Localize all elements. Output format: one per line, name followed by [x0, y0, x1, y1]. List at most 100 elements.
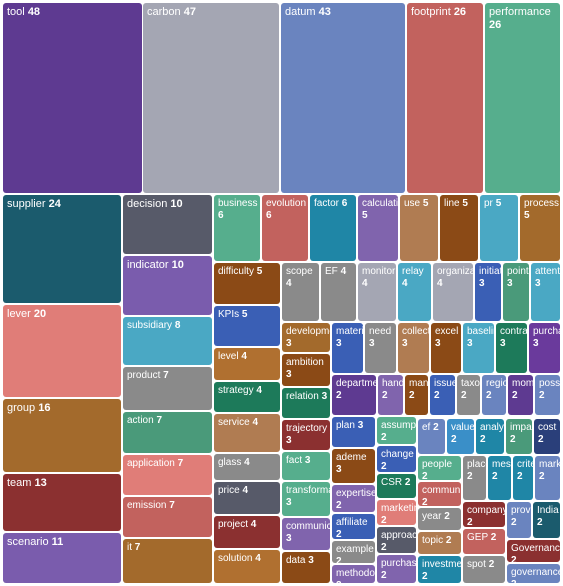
treemap-tile-decision[interactable]: decision 10: [123, 195, 212, 254]
treemap-tile-governance[interactable]: Governance 2: [507, 540, 560, 562]
treemap-tile-evolution[interactable]: evolution 6: [262, 195, 308, 261]
treemap-tile-performance[interactable]: performance 26: [485, 3, 560, 193]
treemap-tile-communication[interactable]: communication 3: [282, 518, 330, 550]
treemap-tile-team[interactable]: team 13: [3, 474, 121, 531]
treemap-tile-tool[interactable]: tool 48: [3, 3, 142, 193]
treemap-tile-development[interactable]: development 3: [282, 323, 330, 352]
treemap-tile-point[interactable]: point 3: [503, 263, 529, 321]
treemap-tile-initiative[interactable]: initiative 3: [475, 263, 501, 321]
treemap-tile-scope[interactable]: scope 4: [282, 263, 319, 321]
treemap-tile-datum[interactable]: datum 43: [281, 3, 405, 193]
treemap-tile-attention[interactable]: attention 3: [531, 263, 560, 321]
treemap-tile-provider[interactable]: provider 2: [507, 502, 531, 538]
treemap-tile-pr[interactable]: pr 5: [480, 195, 518, 261]
treemap-tile-business[interactable]: business 6: [214, 195, 260, 261]
treemap-tile-ademe[interactable]: ademe 3: [332, 449, 375, 483]
treemap-tile-cost[interactable]: cost 2: [534, 419, 560, 454]
treemap-tile-footprint[interactable]: footprint 26: [407, 3, 483, 193]
treemap-tile-issue[interactable]: issue 2: [430, 375, 455, 415]
treemap-tile-transformation[interactable]: transformation 3: [282, 482, 330, 516]
treemap-tile-trajectory[interactable]: trajectory 3: [282, 420, 330, 450]
treemap-tile-lever[interactable]: lever 20: [3, 305, 121, 397]
treemap-tile-group[interactable]: group 16: [3, 399, 121, 472]
treemap-tile-subsidiary[interactable]: subsidiary 8: [123, 317, 212, 365]
treemap-tile-place[interactable]: place 2: [463, 456, 486, 500]
treemap-tile-region[interactable]: region 2: [482, 375, 506, 415]
treemap-tile-value[interactable]: value 2: [447, 419, 474, 454]
tile-count: 2: [517, 471, 523, 482]
treemap-tile-relation[interactable]: relation 3: [282, 388, 330, 418]
treemap-tile-example[interactable]: example 2: [332, 541, 375, 563]
treemap-tile-criteria[interactable]: criteria 2: [513, 456, 533, 500]
treemap-tile-spot[interactable]: spot 2: [463, 556, 505, 583]
treemap-tile-indicator[interactable]: indicator 10: [123, 256, 212, 315]
treemap-tile-material[interactable]: material 3: [332, 323, 363, 373]
treemap-tile-assumption[interactable]: assumption 2: [377, 417, 416, 444]
treemap-tile-purchasing[interactable]: purchasing 2: [377, 555, 416, 583]
treemap-tile-line[interactable]: line 5: [440, 195, 478, 261]
treemap-tile-scenario[interactable]: scenario 11: [3, 533, 121, 583]
treemap-tile-year[interactable]: year 2: [418, 508, 461, 530]
treemap-tile-people[interactable]: people 2: [418, 456, 461, 480]
treemap-tile-csr[interactable]: CSR 2: [377, 474, 416, 498]
treemap-tile-ef[interactable]: ef 2: [418, 419, 445, 454]
treemap-tile-market[interactable]: market 2: [535, 456, 560, 500]
treemap-tile-methodology[interactable]: methodology 2: [332, 565, 375, 583]
treemap-tile-possibility[interactable]: possibility 2: [535, 375, 560, 415]
treemap-tile-kpis[interactable]: KPIs 5: [214, 306, 280, 346]
treemap-tile-taxonomy[interactable]: taxonomy 2: [457, 375, 480, 415]
treemap-tile-contract[interactable]: contract 3: [496, 323, 527, 373]
treemap-tile-community[interactable]: community 2: [418, 482, 461, 506]
treemap-tile-solution[interactable]: solution 4: [214, 550, 280, 583]
treemap-tile-topic[interactable]: topic 2: [418, 532, 461, 554]
treemap-tile-emission[interactable]: emission 7: [123, 497, 212, 537]
treemap-tile-ambition[interactable]: ambition 3: [282, 354, 330, 386]
treemap-tile-price[interactable]: price 4: [214, 482, 280, 514]
treemap-tile-approach[interactable]: approach 2: [377, 527, 416, 553]
treemap-tile-strategy[interactable]: strategy 4: [214, 382, 280, 412]
treemap-tile-calculation[interactable]: calculation 5: [358, 195, 398, 261]
treemap-tile-plan[interactable]: plan 3: [332, 417, 375, 447]
treemap-tile-relay[interactable]: relay 4: [398, 263, 431, 321]
treemap-tile-analysis[interactable]: analysis 2: [476, 419, 504, 454]
treemap-tile-level[interactable]: level 4: [214, 348, 280, 380]
treemap-tile-affiliate[interactable]: affiliate 2: [332, 514, 375, 539]
treemap-tile-management[interactable]: management 2: [405, 375, 428, 415]
treemap-tile-impact[interactable]: impact 2: [506, 419, 532, 454]
treemap-tile-department[interactable]: department 2: [332, 375, 376, 415]
treemap-tile-fact[interactable]: fact 3: [282, 452, 330, 480]
treemap-tile-baseline[interactable]: baseline 3: [463, 323, 494, 373]
treemap-tile-difficulty[interactable]: difficulty 5: [214, 263, 280, 304]
treemap-tile-investment[interactable]: investment 2: [418, 556, 461, 583]
treemap-tile-purchase[interactable]: purchase 3: [529, 323, 560, 373]
treemap-tile-use[interactable]: use 5: [400, 195, 438, 261]
treemap-tile-change[interactable]: change 2: [377, 446, 416, 472]
treemap-tile-india[interactable]: India 2: [533, 502, 560, 538]
treemap-tile-data[interactable]: data 3: [282, 552, 330, 583]
treemap-tile-process[interactable]: process 5: [520, 195, 560, 261]
treemap-tile-need[interactable]: need 3: [365, 323, 396, 373]
treemap-tile-service[interactable]: service 4: [214, 414, 280, 452]
treemap-tile-carbon[interactable]: carbon 47: [143, 3, 279, 193]
treemap-tile-company[interactable]: company 2: [463, 502, 505, 527]
treemap-tile-product[interactable]: product 7: [123, 367, 212, 410]
treemap-tile-application[interactable]: application 7: [123, 455, 212, 495]
treemap-tile-organization[interactable]: organization 4: [433, 263, 473, 321]
treemap-tile-action[interactable]: action 7: [123, 412, 212, 453]
treemap-tile-excel[interactable]: excel 3: [431, 323, 461, 373]
treemap-tile-project[interactable]: project 4: [214, 516, 280, 548]
treemap-tile-expertise[interactable]: expertise 2: [332, 485, 375, 512]
treemap-tile-message[interactable]: message 2: [488, 456, 511, 500]
treemap-tile-governance[interactable]: governance 2: [507, 564, 560, 583]
treemap-tile-gep[interactable]: GEP 2: [463, 529, 505, 554]
treemap-tile-moment[interactable]: moment 2: [508, 375, 533, 415]
treemap-tile-supplier[interactable]: supplier 24: [3, 195, 121, 303]
treemap-tile-marketing[interactable]: marketing 2: [377, 500, 416, 525]
treemap-tile-monitoring[interactable]: monitoring 4: [358, 263, 396, 321]
treemap-tile-hand[interactable]: hand 2: [378, 375, 403, 415]
treemap-tile-glass[interactable]: glass 4: [214, 454, 280, 480]
treemap-tile-ef[interactable]: EF 4: [321, 263, 356, 321]
treemap-tile-collection[interactable]: collection 3: [398, 323, 429, 373]
treemap-tile-it[interactable]: it 7: [123, 539, 212, 583]
treemap-tile-factor[interactable]: factor 6: [310, 195, 356, 261]
